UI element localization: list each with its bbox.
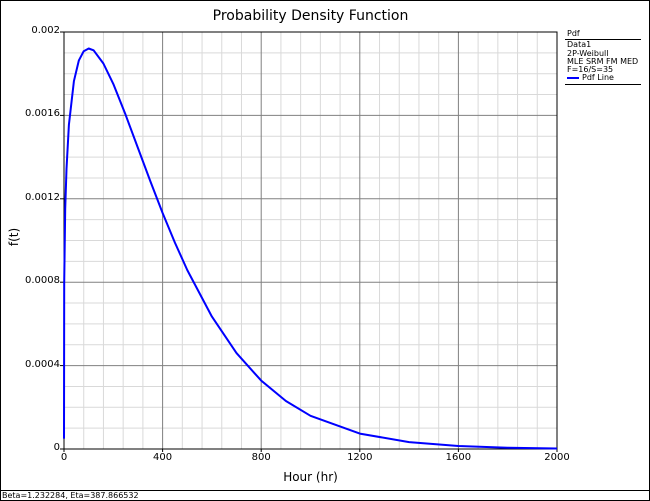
legend-line: F=16/S=35 (567, 65, 614, 75)
y-axis-label: f(t) (7, 227, 21, 247)
legend-line: Data1 (567, 40, 592, 50)
status-footer: Beta=1.232284, Eta=387.866532 (0, 490, 650, 500)
legend-line: MLE SRM FM MED (567, 56, 639, 66)
legend-header: Pdf (565, 29, 641, 41)
x-tick-label: 1600 (445, 452, 472, 463)
x-tick-label: 1200 (347, 452, 373, 463)
legend-line: 2P-Weibull (567, 48, 609, 58)
y-tick-label: 0.0016 (25, 108, 60, 120)
x-tick-label: 400 (153, 452, 173, 463)
x-tick-label: 800 (251, 452, 271, 463)
y-tick-label: 0.0004 (25, 358, 60, 370)
y-tick-label: 0.002 (31, 25, 60, 36)
legend-series-label: Pdf Line (582, 73, 614, 83)
legend-swatch-icon (567, 76, 579, 79)
x-tick-label: 0 (60, 452, 68, 463)
x-axis-label: Hour (hr) (283, 470, 338, 484)
x-tick-label: 2000 (544, 452, 570, 463)
pdf-line (63, 47, 558, 450)
y-tick-label: 0 (53, 442, 60, 453)
legend: Pdf Data1 2P-Weibull MLE SRM FM MED F=16… (565, 29, 641, 85)
legend-series-entry: Pdf Line (565, 73, 641, 85)
y-tick-label: 0.0012 (25, 191, 60, 203)
chart-title: Probability Density Function (212, 8, 409, 24)
y-tick-label: 0.0008 (25, 275, 60, 287)
